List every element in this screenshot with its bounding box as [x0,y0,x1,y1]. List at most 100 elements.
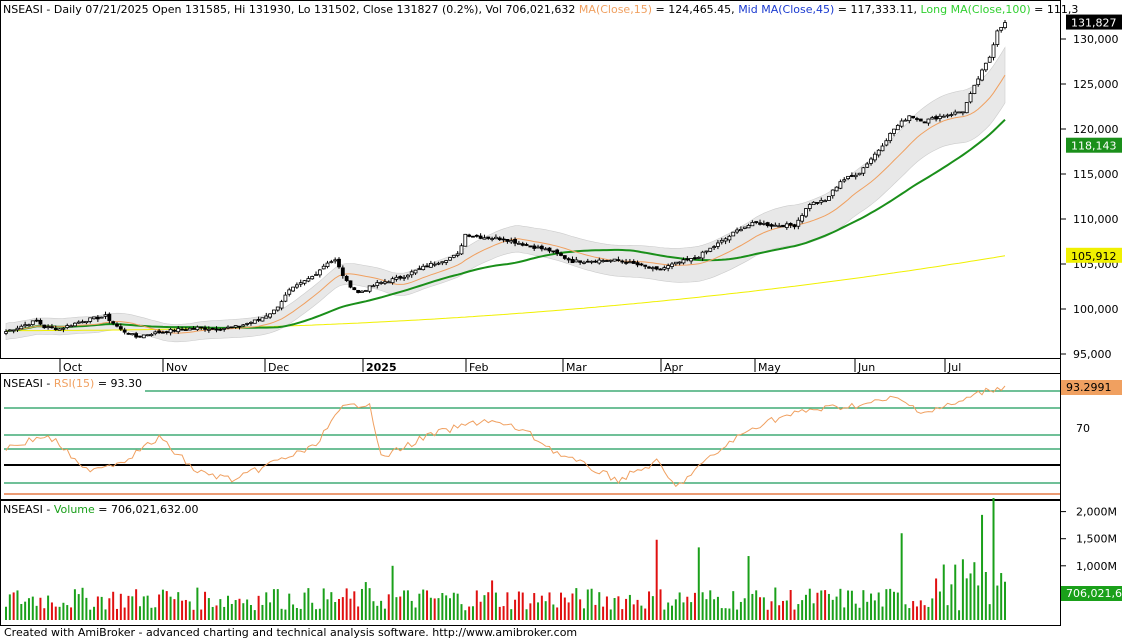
candle-body [42,324,47,329]
candle-body [107,313,112,321]
candle-body [972,84,977,94]
candle-body [761,222,766,225]
price-tick-label: 130,000 [1073,33,1119,46]
candle-body [249,321,253,324]
candle-body [474,234,479,237]
candle-body [375,282,380,286]
candle-body [30,320,35,325]
candle-body [348,280,353,288]
month-label: Apr [664,361,684,374]
candle-body [23,324,28,327]
price-panel-frame [0,0,1061,359]
candle-body [673,261,678,265]
candle-body [314,274,318,276]
candle-body [601,260,606,262]
candle-body [627,261,632,264]
candle-body [413,269,418,274]
candle-body [788,223,793,226]
candle-body [478,235,483,239]
candle-body [340,267,345,276]
candle-body [608,259,613,262]
candle-body [34,319,39,322]
candle-body [317,269,322,276]
candle-body [130,333,135,336]
candle-body [176,328,181,333]
candle-body [960,111,965,114]
candle-body [260,317,265,322]
candle-body [428,263,433,268]
candle-body [463,233,468,247]
candle-body [264,315,269,319]
candle-body [708,247,713,252]
candle-body [666,265,671,269]
chart-header: NSEASI - Daily 07/21/2025 Open 131585, H… [3,3,1078,16]
candle-body [69,325,73,328]
month-grid [59,358,946,372]
candle-body [892,128,896,134]
candle-body [647,266,651,269]
candle-body [643,264,648,267]
candle-body [723,238,728,242]
candle-body [781,224,785,228]
candle-body [980,69,984,81]
candle-body [222,327,227,330]
candle-body [700,251,705,259]
ma-short-line [5,74,1006,334]
candle-body [226,326,230,329]
candle-body [409,271,414,276]
candle-body [448,257,452,261]
candle-body [968,93,973,103]
candle-body [214,328,219,331]
candle-body [172,329,177,332]
candle-body [915,118,919,120]
candle-body [145,334,150,337]
candle-body [80,321,85,324]
candle-body [777,225,782,228]
candle-body [869,158,873,164]
candle-body [861,167,866,174]
candle-body [333,259,338,262]
candle-body [769,224,774,227]
candle-body [578,260,583,263]
candle-body [141,334,146,339]
candle-body [585,260,590,263]
candle-body [379,282,384,284]
candle-body [773,224,778,227]
candle-body [597,259,602,264]
candle-body [53,327,58,331]
price-tick-label: 115,000 [1073,168,1119,181]
candle-body [157,330,162,334]
month-label: Feb [469,361,488,374]
candle-body [834,186,839,192]
candle-body [853,174,858,178]
candle-body [639,263,644,266]
volume-tick-label: 1,000M [1076,560,1117,573]
candle-body [559,253,563,256]
candle-body [532,245,537,249]
candle-body [857,172,862,176]
volume-badge-bg [1061,586,1122,601]
candle-body [229,326,234,329]
candle-body [306,278,311,282]
candle-body [907,115,912,122]
candle-body [658,268,663,271]
candle-body [738,229,743,232]
price-band [5,46,1006,343]
candle-body [830,189,835,197]
month-label: Jul [947,361,961,374]
candle-body [953,111,958,115]
candle-body [287,289,292,295]
candle-body [394,276,399,280]
candle-body [922,121,927,124]
candle-body [203,327,207,330]
candle-body [987,56,992,63]
candle-body [245,323,250,325]
candle-body [363,290,368,292]
candle-body [536,246,540,249]
candle-body [505,239,510,242]
candle-body [206,328,211,331]
candle-body [352,287,357,291]
candle-body [459,245,464,255]
candle-body [99,316,104,319]
